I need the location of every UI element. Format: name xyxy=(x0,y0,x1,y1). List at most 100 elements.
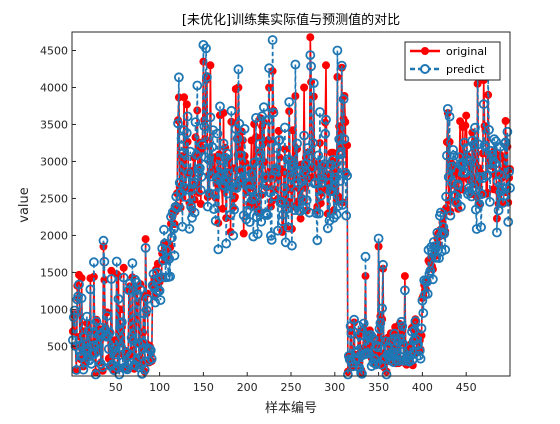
predict-point xyxy=(174,177,185,188)
predict-point xyxy=(258,102,269,113)
x-tick-label: 200 xyxy=(237,381,258,394)
x-tick-label: 100 xyxy=(149,381,170,394)
predict-point xyxy=(367,332,378,343)
predict-point xyxy=(294,165,305,176)
predict-point xyxy=(242,205,253,216)
predict-point xyxy=(301,195,312,206)
original-point xyxy=(300,83,309,92)
predict-point xyxy=(413,339,423,350)
predict-point xyxy=(286,171,296,182)
predict-point xyxy=(128,335,139,346)
chart-title: [未优化]训练集实际值与预测值的对比 xyxy=(182,12,400,28)
legend-predict-label: predict xyxy=(446,63,485,76)
predict-point xyxy=(266,234,277,245)
x-tick-label: 250 xyxy=(281,381,302,394)
predict-point xyxy=(478,99,489,110)
x-tick-label: 350 xyxy=(368,381,389,394)
predict-point xyxy=(142,294,153,304)
predict-point xyxy=(135,284,146,295)
predict-point xyxy=(207,141,218,152)
predict-point xyxy=(377,303,388,314)
predict-point xyxy=(210,215,221,226)
predict-point xyxy=(444,111,455,122)
predict-point xyxy=(92,339,103,350)
predict-point xyxy=(477,189,487,200)
predict-point xyxy=(246,168,257,179)
predict-point xyxy=(111,256,122,267)
predict-point xyxy=(140,242,151,253)
predict-point xyxy=(341,210,352,221)
predict-point xyxy=(262,210,273,221)
predict-point xyxy=(482,170,493,181)
predict-point xyxy=(326,160,337,171)
predict-point xyxy=(180,192,191,202)
predict-point xyxy=(415,353,426,364)
predict-point xyxy=(337,199,348,210)
predict-point xyxy=(304,207,315,218)
original-point xyxy=(180,93,189,102)
predict-point xyxy=(234,118,245,129)
predict-point xyxy=(267,35,278,45)
predict-point xyxy=(226,105,237,116)
predict-point xyxy=(453,180,464,191)
predict-point xyxy=(269,191,280,202)
predict-point xyxy=(314,208,324,219)
predict-point xyxy=(487,149,498,160)
predict-point xyxy=(202,201,213,212)
predict-point xyxy=(184,223,195,234)
predict-point xyxy=(489,134,500,145)
predict-point xyxy=(215,163,226,174)
x-tick-label: 300 xyxy=(324,381,345,394)
predict-point xyxy=(357,368,367,379)
predict-point xyxy=(165,271,176,282)
predict-point xyxy=(125,350,136,361)
predict-point xyxy=(116,342,126,353)
predict-point xyxy=(296,176,307,187)
x-axis-ticks: 50 100 150 200 250 300 350 400 450 xyxy=(109,372,477,394)
predict-point xyxy=(76,293,87,304)
predict-point xyxy=(465,155,476,166)
predict-point xyxy=(445,210,456,221)
predict-point xyxy=(484,196,495,207)
predict-point xyxy=(336,60,347,71)
predict-point xyxy=(106,274,117,284)
predict-point xyxy=(503,216,514,227)
x-tick-label: 150 xyxy=(193,381,214,394)
predict-point xyxy=(319,159,330,170)
predict-point xyxy=(191,149,202,160)
predict-point xyxy=(118,272,129,283)
predict-point xyxy=(150,297,161,308)
legend-predict-marker xyxy=(420,64,430,74)
predict-point xyxy=(83,326,94,337)
predict-point xyxy=(504,166,515,177)
predict-point xyxy=(208,204,219,215)
predict-point xyxy=(110,349,121,360)
predict-point xyxy=(195,185,206,196)
predict-point xyxy=(335,176,346,186)
predict-point xyxy=(223,168,234,179)
original-point xyxy=(462,111,471,120)
predict-point xyxy=(469,139,480,150)
predict-point xyxy=(398,338,409,349)
legend-original-marker xyxy=(421,47,429,55)
predict-point xyxy=(244,178,254,189)
predict-point xyxy=(172,203,183,213)
predict-point xyxy=(374,323,385,334)
predict-point xyxy=(85,284,96,295)
predict-point xyxy=(339,134,350,145)
predict-point xyxy=(332,45,343,56)
predict-point xyxy=(470,122,480,133)
predict-point xyxy=(215,101,225,112)
predict-point xyxy=(292,138,303,149)
predict-point xyxy=(271,163,282,174)
original-point xyxy=(239,229,248,238)
predict-point xyxy=(410,316,421,327)
predict-point xyxy=(493,205,504,216)
predict-point xyxy=(218,138,229,149)
y-tick-label: 500 xyxy=(47,340,68,353)
predict-point xyxy=(371,359,381,370)
predict-point xyxy=(197,139,208,150)
predict-point xyxy=(190,117,201,127)
predict-point xyxy=(173,118,183,129)
x-tick-label: 450 xyxy=(456,381,477,394)
